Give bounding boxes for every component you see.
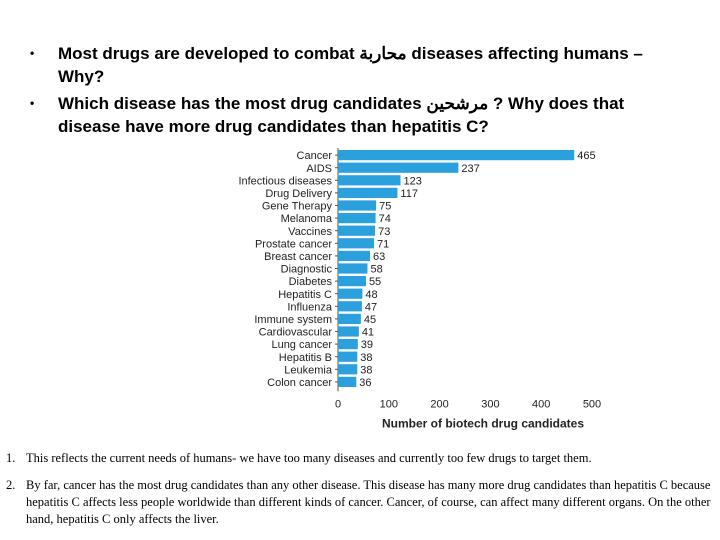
bar-chart: Cancer 465 AIDS 237 Infectious diseases 123 Dr… <box>238 148 601 430</box>
category-label: Cancer <box>297 150 333 162</box>
category-label: Prostate cancer <box>255 238 332 250</box>
bar <box>338 288 363 299</box>
category-label: Infectious diseases <box>238 175 332 187</box>
category-label: Vaccines <box>288 226 332 238</box>
bar <box>338 364 358 375</box>
category-label: Hepatitis C <box>278 289 332 301</box>
value-label: 117 <box>400 188 418 200</box>
category-label: Lung cancer <box>271 339 332 351</box>
bar <box>338 225 376 236</box>
value-label: 45 <box>364 314 376 326</box>
bar <box>338 250 371 261</box>
value-label: 74 <box>379 213 391 225</box>
question-text: Which disease has the most drug candidat… <box>58 94 625 136</box>
value-label: 48 <box>365 289 377 301</box>
bar <box>338 238 375 249</box>
bar <box>338 376 357 387</box>
value-label: 38 <box>360 352 372 364</box>
answer-notes: 1. This reflects the current needs of hu… <box>6 450 716 538</box>
answer-item: 2. By far, cancer has the most drug cand… <box>6 477 716 528</box>
category-label: Cardiovascular <box>259 327 333 339</box>
bar <box>338 162 459 173</box>
value-label: 465 <box>577 150 595 162</box>
value-label: 38 <box>360 364 372 376</box>
bullet-marker: • <box>30 46 35 60</box>
x-tick-label: 400 <box>532 398 550 410</box>
bar <box>338 200 377 211</box>
bar <box>338 213 376 224</box>
answer-number: 1. <box>6 451 16 465</box>
question-text: Most drugs are developed to combat محارب… <box>58 44 643 86</box>
answer-item: 1. This reflects the current needs of hu… <box>6 450 716 467</box>
x-tick-label: 100 <box>380 398 398 410</box>
answer-text: This reflects the current needs of human… <box>26 451 592 465</box>
category-label: Hepatitis B <box>279 352 332 364</box>
value-label: 123 <box>403 175 421 187</box>
category-label: Colon cancer <box>267 377 332 389</box>
value-label: 39 <box>361 339 373 351</box>
value-label: 41 <box>362 327 374 339</box>
x-tick-label: 200 <box>430 398 448 410</box>
value-label: 58 <box>370 264 382 276</box>
bar <box>338 150 575 161</box>
bar <box>338 301 362 312</box>
value-label: 36 <box>359 377 371 389</box>
category-label: Diabetes <box>289 276 333 288</box>
category-label: Gene Therapy <box>262 201 333 213</box>
value-label: 55 <box>369 276 381 288</box>
plot-area: Cancer 465 AIDS 237 Infectious diseases 123 Dr… <box>238 148 601 430</box>
value-label: 63 <box>373 251 385 263</box>
bar <box>338 263 368 274</box>
bar <box>338 187 398 198</box>
answer-text: By far, cancer has the most drug candida… <box>26 478 711 526</box>
bar <box>338 326 359 337</box>
answer-number: 2. <box>6 478 16 492</box>
bar <box>338 175 401 186</box>
category-label: Breast cancer <box>264 251 332 263</box>
category-label: Drug Delivery <box>265 188 332 200</box>
question-item: • Which disease has the most drug candid… <box>30 92 710 138</box>
x-tick-label: 0 <box>335 398 341 410</box>
category-label: Melanoma <box>281 213 333 225</box>
question-item: • Most drugs are developed to combat محا… <box>30 42 710 88</box>
question-list: • Most drugs are developed to combat محا… <box>30 42 710 142</box>
category-label: Immune system <box>254 314 332 326</box>
x-axis-title: Number of biotech drug candidates <box>382 416 584 430</box>
value-label: 73 <box>378 226 390 238</box>
value-label: 75 <box>379 201 391 213</box>
category-label: AIDS <box>306 163 332 175</box>
bar <box>338 351 358 362</box>
category-label: Influenza <box>287 301 333 313</box>
value-label: 47 <box>365 301 377 313</box>
x-tick-label: 300 <box>481 398 499 410</box>
x-tick-label: 500 <box>583 398 601 410</box>
bar <box>338 339 358 350</box>
bar <box>338 313 361 324</box>
value-label: 237 <box>461 163 479 175</box>
bullet-marker: • <box>30 96 35 110</box>
category-label: Diagnostic <box>281 264 333 276</box>
bar <box>338 276 366 287</box>
category-label: Leukemia <box>284 364 333 376</box>
value-label: 71 <box>377 238 389 250</box>
